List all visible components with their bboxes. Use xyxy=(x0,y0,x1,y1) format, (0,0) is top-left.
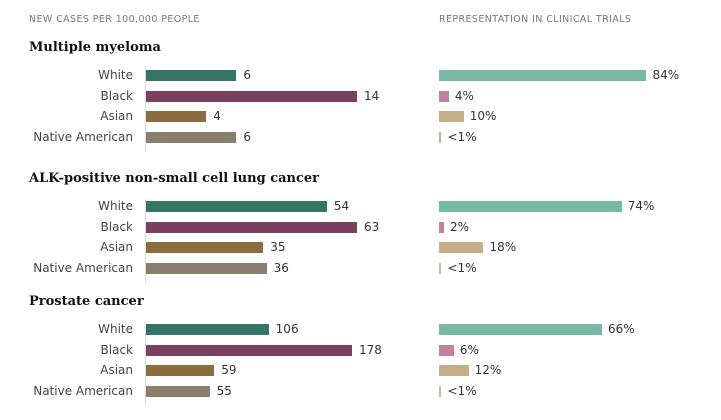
chart-section: ALK-positive non-small cell lung cancer W… xyxy=(0,171,721,296)
trials-bar xyxy=(439,324,603,335)
cases-value: 106 xyxy=(275,322,299,336)
category-label: White xyxy=(98,322,133,336)
cases-value: 35 xyxy=(270,240,286,254)
cases-value: 6 xyxy=(243,68,252,82)
trials-value: 2% xyxy=(449,219,469,234)
cases-bar xyxy=(146,70,237,81)
trials-bar xyxy=(439,90,449,102)
trials-value: <1% xyxy=(447,383,477,398)
trials-value: 4% xyxy=(454,88,474,103)
cases-value: 54 xyxy=(333,199,350,213)
trials-bar xyxy=(439,131,441,143)
cases-axis-line xyxy=(145,199,146,283)
cases-bar xyxy=(146,324,269,335)
chart-title: ALK-positive non-small cell lung cancer xyxy=(29,171,320,186)
cases-header: NEW CASES PER 100,000 PEOPLE xyxy=(29,14,200,25)
trials-value: 74% xyxy=(627,199,655,213)
category-label: Native American xyxy=(33,260,133,275)
chart-title: Multiple myeloma xyxy=(29,40,161,55)
cases-axis-line xyxy=(145,68,146,152)
category-label: Asian xyxy=(100,240,133,254)
trials-bar xyxy=(439,201,622,212)
cases-bar xyxy=(146,90,357,102)
cases-value: 36 xyxy=(273,260,289,275)
trials-bar xyxy=(439,242,484,253)
category-label: Native American xyxy=(33,383,133,398)
category-label: Asian xyxy=(100,363,133,377)
cases-bar xyxy=(146,344,352,356)
cases-bar xyxy=(146,201,327,212)
trials-value: 18% xyxy=(489,240,517,254)
cases-bar xyxy=(146,221,357,233)
trials-bar xyxy=(439,262,441,274)
trials-bar xyxy=(439,344,454,356)
trials-bar xyxy=(439,385,441,397)
category-label: Black xyxy=(100,88,133,103)
cases-bar xyxy=(146,365,215,376)
trials-header: REPRESENTATION IN CLINICAL TRIALS xyxy=(439,14,632,25)
trials-value: 84% xyxy=(652,68,680,82)
category-label: Native American xyxy=(33,129,133,144)
cases-bar xyxy=(146,385,210,397)
trials-value: 10% xyxy=(469,109,497,123)
chart-section: Multiple myeloma White 6 84% Black 14 4% Asian 4… xyxy=(0,40,721,165)
cases-value: 63 xyxy=(364,219,380,234)
cases-value: 55 xyxy=(216,383,232,398)
trials-value: 66% xyxy=(608,322,635,336)
cases-bar xyxy=(146,242,264,253)
cases-bar xyxy=(146,111,207,122)
cases-value: 6 xyxy=(243,129,252,144)
cases-value: 59 xyxy=(221,363,237,377)
trials-bar xyxy=(439,111,464,122)
cases-value: 178 xyxy=(359,342,382,357)
trials-value: 12% xyxy=(474,363,502,377)
trials-bar xyxy=(439,70,647,81)
category-label: Black xyxy=(100,219,133,234)
category-label: Asian xyxy=(100,109,133,123)
trials-value: 6% xyxy=(459,342,479,357)
cases-bar xyxy=(146,131,237,143)
cases-value: 14 xyxy=(364,88,380,103)
chart-section: Prostate cancer White 106 66% Black 178 6% Asia… xyxy=(0,294,721,419)
category-label: White xyxy=(98,68,133,82)
chart-title: Prostate cancer xyxy=(29,294,144,309)
cases-bar xyxy=(146,262,267,274)
cases-value: 4 xyxy=(213,109,221,123)
cases-axis-line xyxy=(145,322,146,406)
trials-value: <1% xyxy=(447,129,477,144)
trials-bar xyxy=(439,365,469,376)
trials-bar xyxy=(439,221,444,233)
category-label: White xyxy=(98,199,133,213)
trials-value: <1% xyxy=(447,260,477,275)
category-label: Black xyxy=(100,342,133,357)
